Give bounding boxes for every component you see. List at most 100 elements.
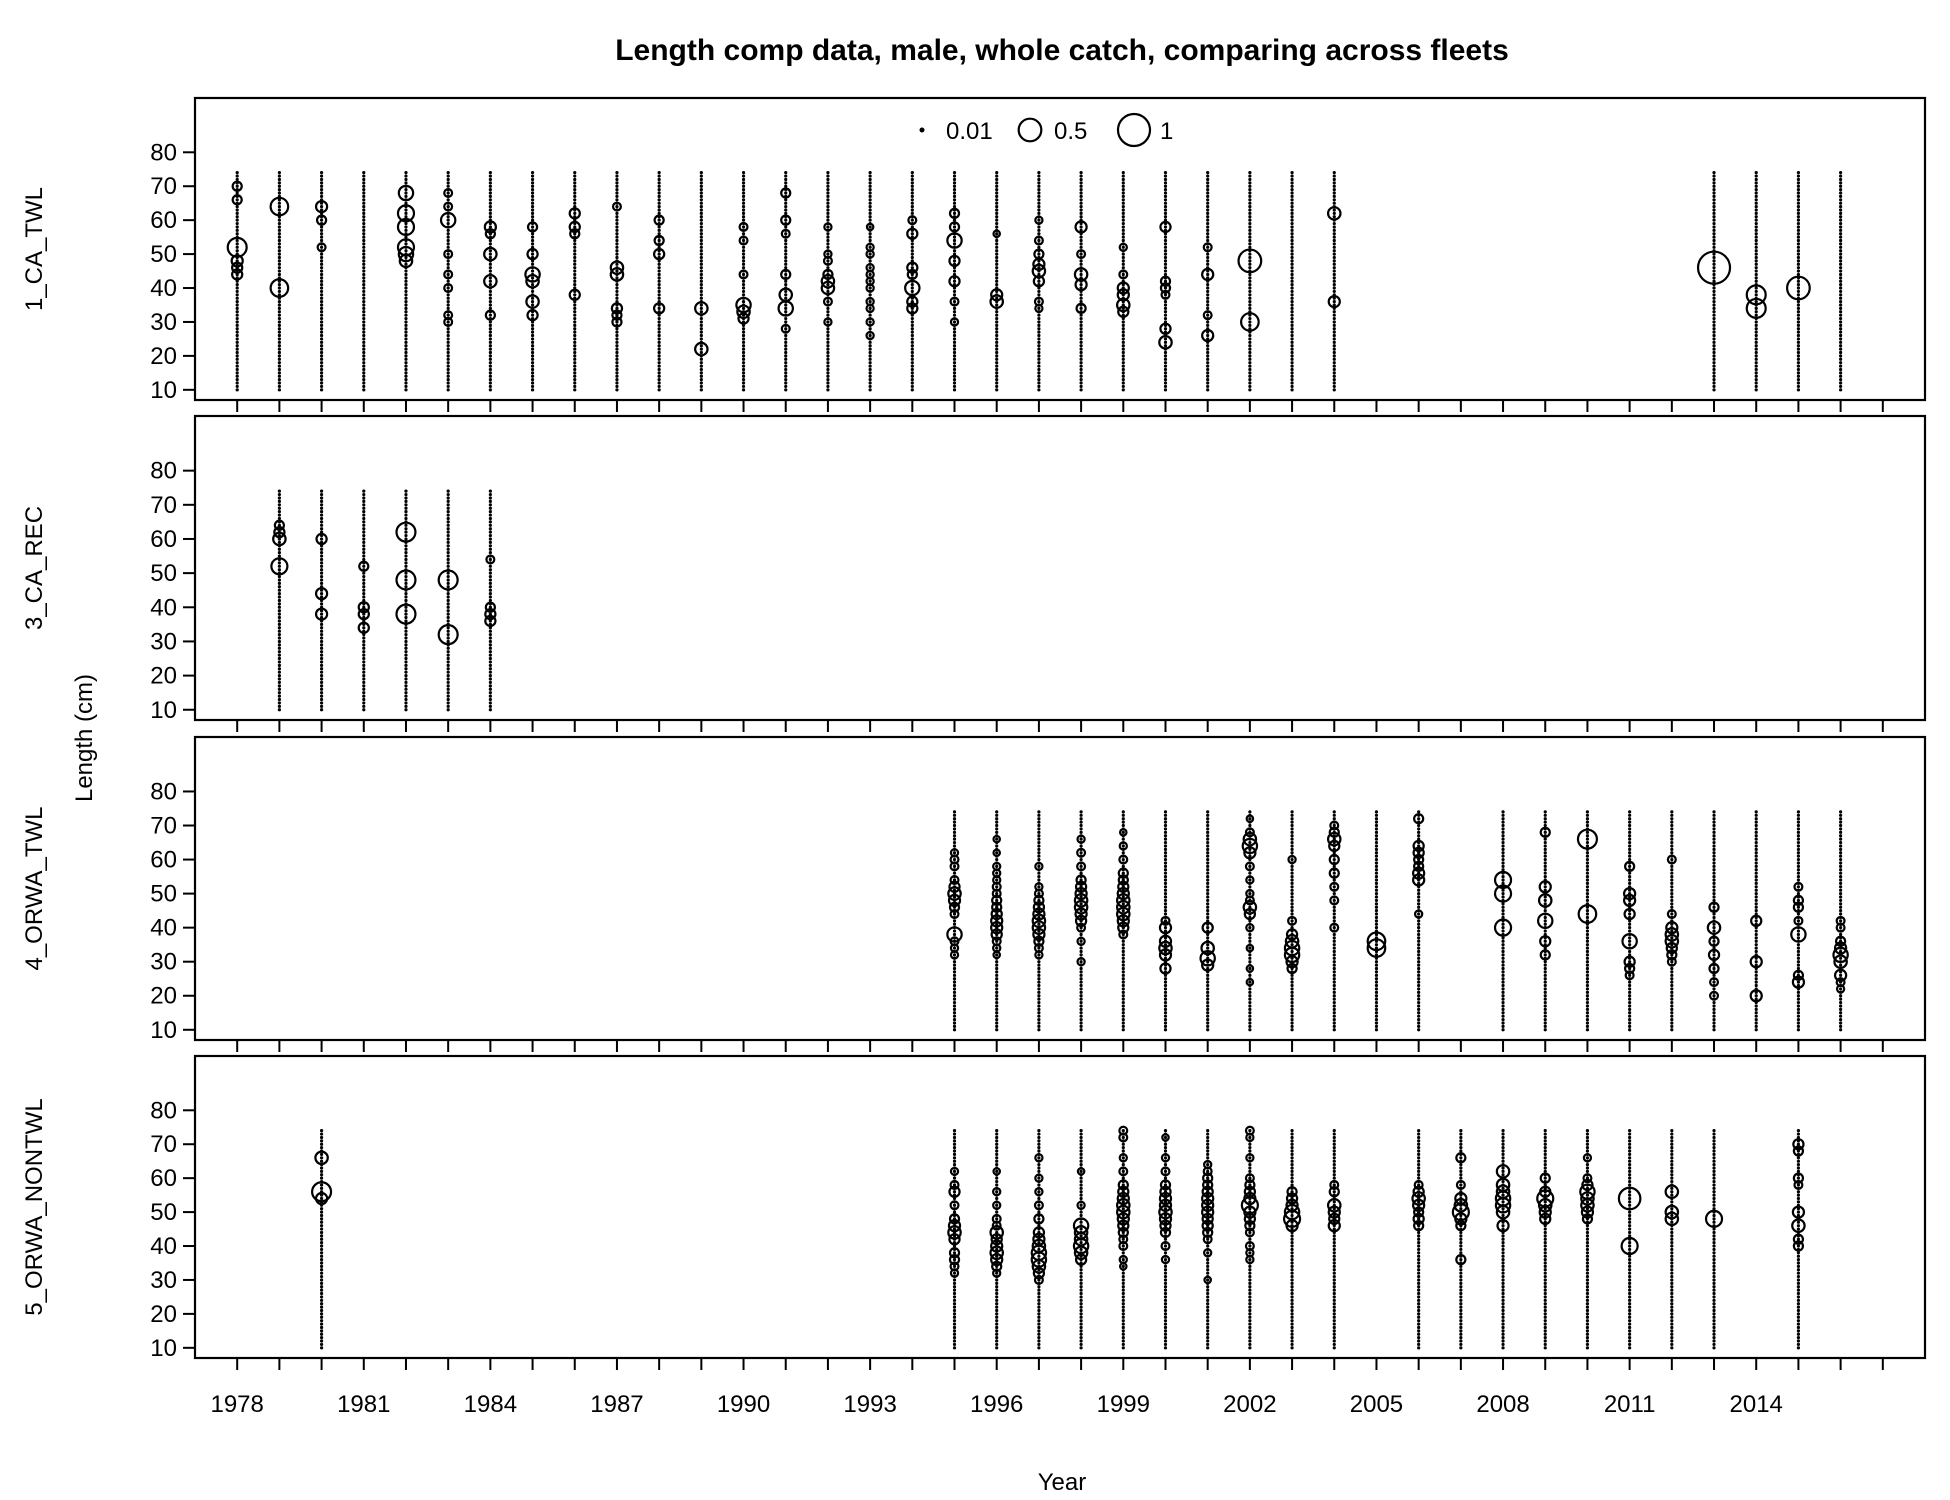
bin-dot	[1121, 983, 1125, 988]
bin-dot	[995, 211, 999, 215]
bin-dot	[362, 269, 366, 273]
bin-dot	[1037, 238, 1041, 243]
bin-dot	[1290, 973, 1294, 977]
bin-dot	[488, 266, 492, 270]
bin-dot	[277, 605, 281, 609]
bubble-point	[231, 268, 244, 281]
bin-dot	[1163, 854, 1168, 858]
bin-dot	[1332, 320, 1336, 324]
bin-dot	[1248, 286, 1252, 290]
bubble-point	[231, 261, 244, 274]
bin-dot	[952, 177, 957, 182]
bin-dot	[404, 235, 408, 239]
bin-dot	[1290, 211, 1294, 215]
bin-dot	[488, 320, 492, 324]
bin-dot	[1248, 225, 1252, 229]
bin-dot	[1206, 861, 1210, 865]
bin-dot	[1248, 208, 1252, 212]
bin-dot	[1628, 990, 1632, 994]
bin-dot	[404, 687, 408, 691]
bin-dot	[1037, 1017, 1041, 1022]
bin-dot	[868, 191, 872, 195]
bin-dot	[868, 340, 872, 344]
bin-dot	[995, 1342, 999, 1347]
bin-dot	[1290, 1332, 1294, 1336]
bin-dot	[1290, 184, 1294, 188]
bin-dot	[1206, 895, 1210, 899]
bin-dot	[1543, 929, 1547, 933]
bin-dot	[741, 306, 746, 310]
panels: 1_CA_TWL10203040506070803_CA_REC10203040…	[21, 96, 1927, 1362]
bin-dot	[404, 547, 408, 551]
bin-dot	[530, 235, 535, 239]
bin-dot	[362, 677, 366, 681]
bin-dot	[1839, 1011, 1843, 1015]
bin-dot	[1712, 364, 1716, 368]
bin-dot	[1248, 171, 1252, 175]
bin-dot	[362, 656, 366, 661]
bin-dot	[657, 181, 661, 185]
bin-dot	[1206, 1325, 1210, 1330]
bin-dot	[995, 320, 999, 324]
bin-dot	[1206, 912, 1210, 916]
bubble-point	[1539, 935, 1552, 948]
bin-dot	[1290, 303, 1294, 307]
bin-dot	[446, 327, 450, 331]
bin-dot	[952, 990, 957, 994]
bin-dot	[1037, 1000, 1041, 1005]
bubble-point	[569, 228, 581, 240]
bin-dot	[319, 673, 324, 678]
bin-dot	[1712, 810, 1716, 814]
bin-dot	[1206, 1162, 1210, 1167]
bin-dot	[1290, 238, 1294, 243]
bin-dot	[362, 503, 366, 507]
bin-dot	[952, 347, 957, 351]
bin-dot	[784, 279, 788, 283]
bin-dot	[1417, 926, 1421, 930]
bin-dot	[319, 381, 324, 385]
bin-dot	[1121, 381, 1125, 385]
bin-dot	[1839, 198, 1843, 202]
bin-dot	[1374, 837, 1379, 841]
bin-dot	[488, 211, 492, 215]
bin-dot	[1248, 1000, 1252, 1005]
bin-dot	[1754, 364, 1758, 368]
bin-dot	[952, 1329, 957, 1333]
bin-dot	[319, 680, 324, 685]
bin-dot	[1079, 1288, 1083, 1292]
bin-dot	[826, 174, 830, 178]
bin-dot	[1248, 1312, 1252, 1316]
bin-dot	[699, 320, 703, 324]
bin-dot	[1796, 364, 1801, 368]
bin-dot	[1290, 810, 1294, 814]
bin-dot	[1332, 946, 1336, 950]
bin-dot	[1754, 378, 1758, 382]
sample-column-1997	[1037, 171, 1041, 392]
bin-dot	[319, 320, 324, 324]
bin-dot	[699, 255, 703, 260]
bin-dot	[1332, 1028, 1336, 1032]
bin-dot	[1332, 898, 1336, 903]
bin-dot	[1754, 888, 1758, 892]
bin-dot	[1628, 902, 1632, 906]
bin-dot	[784, 198, 788, 202]
bin-dot	[995, 885, 999, 889]
bin-dot	[319, 188, 324, 192]
bin-dot	[1290, 316, 1294, 321]
bin-dot	[573, 272, 577, 277]
bin-dot	[1163, 881, 1168, 885]
bin-dot	[1796, 228, 1801, 232]
bin-dot	[362, 171, 366, 175]
bin-dot	[1079, 837, 1083, 841]
bin-dot	[1037, 1332, 1041, 1336]
sample-column-1995	[952, 171, 957, 392]
bin-dot	[1796, 820, 1801, 824]
bin-dot	[952, 1227, 957, 1231]
bin-dot	[1754, 194, 1758, 199]
bin-dot	[235, 371, 239, 375]
bin-dot	[530, 299, 535, 304]
bin-dot	[910, 337, 914, 341]
bubble-point	[1076, 847, 1087, 858]
bin-dot	[1543, 857, 1547, 862]
bin-dot	[1206, 1288, 1210, 1292]
